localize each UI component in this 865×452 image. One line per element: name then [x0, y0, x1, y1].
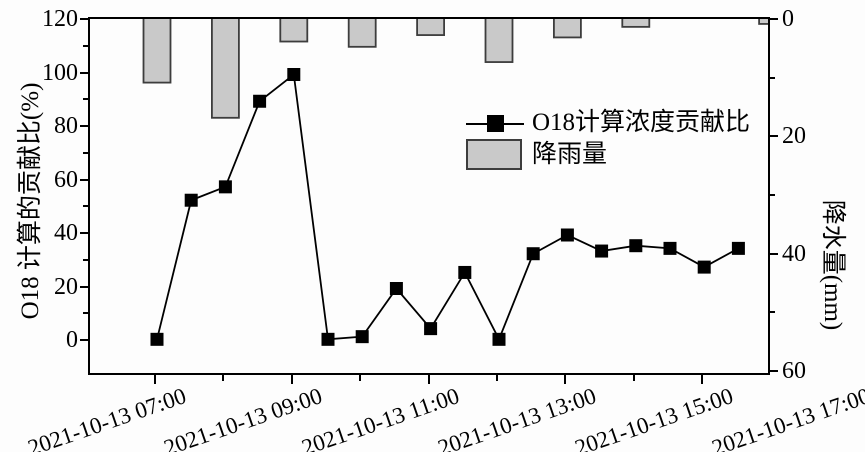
x-axis-major-tick	[290, 375, 293, 384]
x-axis-minor-tick	[359, 375, 362, 381]
o18-marker	[184, 193, 198, 207]
right-axis-major-tick	[770, 370, 778, 372]
left-axis-minor-tick	[83, 44, 88, 47]
o18-marker	[321, 332, 335, 346]
left-axis-tick-label: 60	[54, 166, 78, 193]
left-axis-tick-label: 100	[42, 59, 78, 86]
o18-marker	[595, 244, 609, 258]
precip-bar	[279, 19, 309, 43]
precip-bar	[484, 19, 514, 63]
left-axis-minor-tick	[83, 151, 88, 154]
left-axis-minor-tick	[83, 98, 88, 101]
left-axis-major-tick	[80, 125, 88, 127]
right-axis-tick-label: 60	[782, 358, 806, 384]
precip-bar	[621, 19, 651, 28]
o18-marker	[355, 330, 369, 344]
x-axis-minor-tick	[632, 375, 635, 381]
right-axis-title: 降水量(mm)	[819, 199, 846, 331]
x-axis-minor-tick	[222, 375, 225, 381]
right-axis-minor-tick	[770, 311, 775, 314]
right-axis-tick-label: 0	[782, 6, 794, 32]
right-axis-major-tick	[770, 135, 778, 138]
o18-marker	[697, 260, 711, 274]
precip-bar	[347, 19, 377, 48]
left-axis-tick-label: 20	[54, 273, 78, 300]
right-axis-tick-label: 20	[782, 123, 806, 150]
left-axis-major-tick	[80, 71, 88, 74]
o18-marker	[424, 322, 438, 336]
o18-marker	[492, 332, 506, 346]
left-axis-tick-label: 40	[54, 220, 78, 246]
o18-marker	[218, 180, 232, 194]
o18-marker	[731, 241, 745, 255]
left-axis-minor-tick	[83, 205, 88, 208]
right-axis-minor-tick	[770, 76, 775, 79]
precip-bar	[416, 19, 446, 36]
plot-area	[88, 17, 770, 375]
x-axis-major-tick	[564, 375, 567, 384]
left-axis-tick-label: 0	[66, 327, 78, 353]
left-axis-tick-label: 80	[54, 113, 78, 139]
left-axis-major-tick	[80, 339, 88, 341]
o18-marker	[663, 241, 677, 255]
precip-bar	[552, 19, 582, 39]
o18-marker	[526, 247, 540, 261]
precip-bar	[758, 19, 768, 25]
o18-marker	[629, 239, 643, 253]
o18-marker	[458, 265, 472, 279]
o18-marker	[150, 332, 164, 346]
left-axis-major-tick	[80, 285, 88, 288]
o18-marker	[287, 68, 301, 81]
precip-bar	[142, 19, 172, 84]
left-axis-major-tick	[80, 178, 88, 181]
legend-bar-swatch	[466, 139, 522, 170]
chart-canvas	[142, 19, 768, 346]
o18-marker	[389, 282, 403, 295]
legend-label-rainfall: 降雨量	[532, 141, 608, 168]
left-axis-minor-tick	[83, 312, 88, 315]
precip-bar	[211, 19, 240, 119]
x-axis-major-tick	[154, 375, 156, 384]
right-axis-minor-tick	[770, 194, 775, 196]
o18-marker	[560, 228, 574, 242]
right-axis-tick-label: 40	[782, 240, 806, 267]
right-axis-major-tick	[770, 252, 778, 255]
x-axis-major-tick	[427, 375, 430, 384]
x-axis-major-tick	[701, 375, 704, 384]
left-axis-major-tick	[80, 18, 88, 20]
left-axis-major-tick	[80, 232, 88, 234]
o18-marker	[253, 94, 267, 108]
legend-label-o18: O18计算浓度贡献比	[532, 109, 751, 136]
right-axis-major-tick	[770, 18, 778, 20]
x-axis-minor-tick	[496, 375, 498, 381]
legend-square-marker-icon	[487, 115, 504, 132]
left-axis-minor-tick	[83, 258, 88, 261]
left-axis-tick-label: 120	[42, 6, 78, 32]
legend: O18计算浓度贡献比 降雨量	[462, 105, 762, 177]
